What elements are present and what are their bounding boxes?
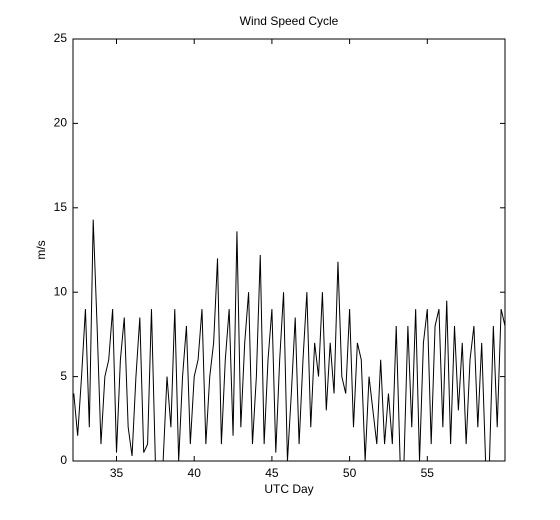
y-tick-label: 10 xyxy=(54,284,68,298)
x-tick-label: 40 xyxy=(188,466,202,480)
y-tick-label: 0 xyxy=(60,453,67,467)
x-tick-label: 55 xyxy=(421,466,435,480)
chart-title: Wind Speed Cycle xyxy=(240,14,339,28)
x-tick-label: 45 xyxy=(265,466,279,480)
plot-area xyxy=(72,38,506,462)
y-tick-label: 20 xyxy=(54,116,68,130)
y-tick-label: 25 xyxy=(54,31,68,45)
x-tick-label: 50 xyxy=(343,466,357,480)
x-axis-label: UTC Day xyxy=(264,482,313,496)
data-line xyxy=(73,219,506,462)
x-tick-label: 35 xyxy=(110,466,124,480)
y-tick-label: 5 xyxy=(60,369,67,383)
y-tick-label: 15 xyxy=(54,200,68,214)
y-axis-label: m/s xyxy=(34,240,48,259)
